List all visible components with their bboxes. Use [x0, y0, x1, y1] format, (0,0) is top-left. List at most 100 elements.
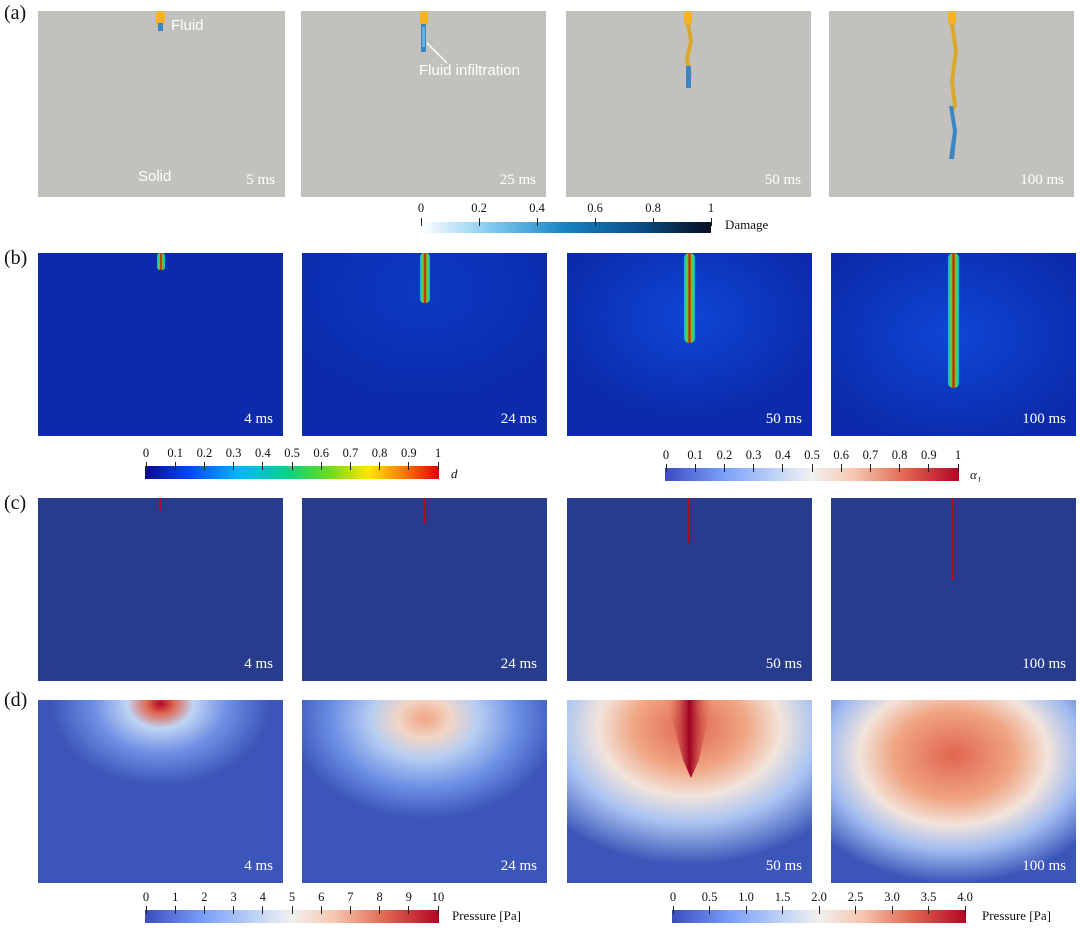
colorbar-pressure_left-tick-label: 7 — [347, 890, 354, 904]
fluid-source-icon — [156, 11, 165, 25]
colorbar-alpha-tick-mark — [665, 464, 667, 472]
colorbar-alpha-tick-mark — [694, 464, 696, 472]
colorbar-pressure_left-tick-mark — [174, 906, 176, 914]
colorbar-pressure_left-tick-mark — [262, 906, 264, 914]
colorbar-d-tick-mark — [174, 462, 176, 470]
colorbar-d-tick-mark — [320, 462, 322, 470]
colorbar-damage-tick-label: 0 — [417, 201, 425, 215]
panel-c2: 24 ms — [302, 498, 547, 681]
colorbar-pressure_left-tick-label: 4 — [259, 890, 266, 904]
time-label-d2: 24 ms — [500, 858, 537, 874]
colorbar-damage-tick-label: 0.2 — [471, 201, 487, 215]
colorbar-pressure_right-tick-label: 0.5 — [701, 890, 718, 904]
colorbar-alpha-tick-label: 0.2 — [716, 448, 733, 462]
panel-a3: 50 ms — [566, 11, 811, 197]
colorbar-damage-tick-mark — [710, 218, 712, 226]
row-label-c: (c) — [4, 492, 27, 514]
colorbar-damage-tick-mark — [594, 218, 596, 226]
panel-a1: Fluid Solid 5 ms — [38, 11, 285, 197]
time-label-c2: 24 ms — [500, 656, 537, 672]
colorbar-d-tick-mark — [437, 462, 439, 470]
colorbar-pressure_right-tick-label: 1.0 — [738, 890, 754, 904]
colorbar-alpha-tick-label: 1 — [954, 448, 962, 462]
panel-a2: Fluid infiltration 25 ms — [301, 11, 546, 197]
colorbar-damage-tick-mark — [652, 218, 654, 226]
colorbar-pressure_right-tick-label: 4.0 — [957, 890, 973, 904]
fluid-infiltration-label: Fluid infiltration — [419, 62, 520, 79]
colorbar-damage-tick-mark — [536, 218, 538, 226]
colorbar-d-tick-mark — [145, 462, 147, 470]
row-label-b: (b) — [4, 247, 28, 269]
colorbar-pressure_right-tick-label: 2.5 — [847, 890, 864, 904]
colorbar-alpha-tick-label: 0.1 — [687, 448, 703, 462]
fluid-label: Fluid — [171, 17, 204, 34]
row-label-a: (a) — [4, 2, 27, 24]
colorbar-alpha-tick-label: 0.9 — [920, 448, 937, 462]
colorbar-pressure_right-tick-mark — [672, 906, 674, 914]
colorbar-pressure_left-tick-mark — [291, 906, 293, 914]
colorbar-pressure_right-tick-label: 3.0 — [884, 890, 900, 904]
colorbar-pressure_left-tick-label: 3 — [230, 890, 237, 904]
colorbar-damage-tick-mark — [420, 218, 422, 226]
colorbar-d-tick-label: 0.3 — [225, 446, 242, 460]
colorbar-d-tick-label: 0.5 — [284, 446, 300, 460]
colorbar-d-tick-label: 0.6 — [313, 446, 329, 460]
time-label-a1: 5 ms — [246, 172, 275, 188]
time-label-a4: 100 ms — [1020, 172, 1064, 188]
colorbar-alpha-tick-label: 0.7 — [862, 448, 879, 462]
colorbar-d-tick-mark — [379, 462, 381, 470]
time-label-c3: 50 ms — [765, 656, 802, 672]
time-label-d3: 50 ms — [765, 858, 802, 874]
panel-d3: 50 ms — [567, 700, 812, 883]
colorbar-pressure_right-tick-mark — [782, 906, 783, 914]
colorbar-d-tick-label: 0.4 — [254, 446, 271, 460]
colorbar-alpha-tick-label: 0 — [662, 448, 670, 462]
colorbar-damage-tick-label: 0.8 — [645, 201, 661, 215]
panel-b2: 24 ms — [302, 253, 547, 436]
colorbar-alpha-tick-mark — [928, 464, 930, 472]
colorbar-alpha-tick-label: 0.6 — [833, 448, 849, 462]
colorbar-alpha-tick-mark — [957, 464, 959, 472]
colorbar-alpha-tick-label: 0.3 — [745, 448, 762, 462]
colorbar-d-tick-mark — [291, 462, 293, 470]
panel-a4: 100 ms — [829, 11, 1074, 197]
colorbar-alpha-tick-mark — [723, 464, 725, 472]
time-label-b3: 50 ms — [765, 411, 802, 427]
colorbar-alpha-tick-mark — [840, 464, 842, 472]
time-label-d1: 4 ms — [244, 858, 273, 874]
colorbar-d-tick-label: 0 — [142, 446, 150, 460]
panel-b4: 100 ms — [831, 253, 1076, 436]
colorbar-pressure_right-tick-mark — [928, 906, 929, 914]
colorbar-pressure_right-tick-mark — [855, 906, 856, 914]
colorbar-alpha-tick-mark — [899, 464, 901, 472]
panel-c1: 4 ms — [38, 498, 283, 681]
colorbar-pressure_left-tick-mark — [408, 906, 410, 914]
time-label-c4: 100 ms — [1022, 656, 1066, 672]
time-label-b4: 100 ms — [1022, 411, 1066, 427]
colorbar-pressure_left-tick-mark — [379, 906, 381, 914]
colorbar-alpha-tick-label: 0.5 — [804, 448, 820, 462]
colorbar-pressure_left-tick-label: 0 — [142, 890, 150, 904]
time-label-b1: 4 ms — [244, 411, 273, 427]
colorbar-alpha-tick-mark — [782, 464, 784, 472]
colorbar-d-tick-mark — [349, 462, 351, 470]
colorbar-alpha-tick-label: 0.4 — [774, 448, 791, 462]
colorbar-pressure_left-tick-mark — [233, 906, 235, 914]
colorbar-pressure_right-tick-label: 2.0 — [811, 890, 827, 904]
colorbar-pressure_left-tick-mark — [203, 906, 205, 914]
colorbar-damage-tick-label: 1 — [707, 201, 715, 215]
panel-c3: 50 ms — [567, 498, 812, 681]
colorbar-pressure_left-tick-mark — [437, 906, 439, 914]
panel-d2: 24 ms — [302, 700, 547, 883]
time-label-b2: 24 ms — [500, 411, 537, 427]
colorbar-d-tick-mark — [203, 462, 205, 470]
time-label-d4: 100 ms — [1022, 858, 1066, 874]
colorbar-pressure_right-tick-mark — [891, 906, 893, 914]
colorbar-pressure_right-tick-mark — [709, 906, 710, 914]
colorbar-pressure_left-tick-label: 9 — [405, 890, 412, 904]
colorbar-pressure_right-tick-label: 0 — [669, 890, 677, 904]
colorbar-pressure_left-tick-label: 8 — [376, 890, 383, 904]
colorbar-pressure-right-title: Pressure [Pa] — [982, 908, 1051, 923]
panel-b1: 4 ms — [38, 253, 283, 436]
colorbar-pressure_left-tick-label: 1 — [172, 890, 179, 904]
